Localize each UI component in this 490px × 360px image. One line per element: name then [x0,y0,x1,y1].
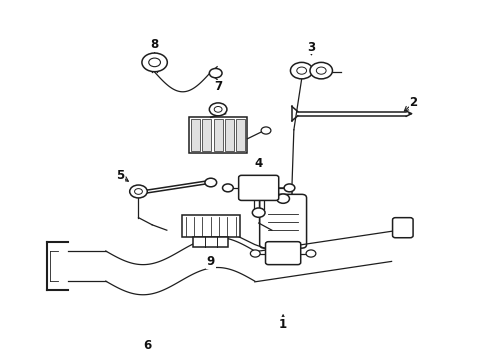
Bar [214,120,222,151]
Circle shape [291,62,313,79]
FancyBboxPatch shape [239,175,279,201]
Bar [191,120,200,151]
Text: 5: 5 [116,169,124,182]
Circle shape [222,184,233,192]
Bar [193,237,228,247]
Circle shape [261,127,271,134]
Circle shape [297,67,307,74]
Circle shape [135,189,143,194]
Bar [225,120,234,151]
Circle shape [317,67,326,74]
Circle shape [149,58,160,67]
Circle shape [205,178,217,187]
Bar [182,215,240,237]
Circle shape [306,250,316,257]
Text: 6: 6 [143,339,151,352]
Bar [236,120,245,151]
Circle shape [252,208,265,217]
Text: 2: 2 [410,96,417,109]
Bar [202,120,211,151]
Circle shape [209,103,227,116]
Circle shape [130,185,147,198]
Circle shape [214,107,222,112]
Text: 1: 1 [279,318,287,331]
Circle shape [310,62,332,79]
Text: 3: 3 [307,41,316,54]
FancyBboxPatch shape [392,218,413,238]
Text: 9: 9 [207,255,215,268]
Circle shape [142,53,167,72]
FancyBboxPatch shape [260,194,307,248]
Bar [189,117,247,153]
Circle shape [277,194,290,203]
Text: 8: 8 [150,38,159,51]
Circle shape [250,250,260,257]
Text: 7: 7 [214,80,222,93]
Circle shape [209,68,222,78]
Text: 4: 4 [255,157,263,170]
FancyBboxPatch shape [266,242,301,265]
Circle shape [284,184,295,192]
